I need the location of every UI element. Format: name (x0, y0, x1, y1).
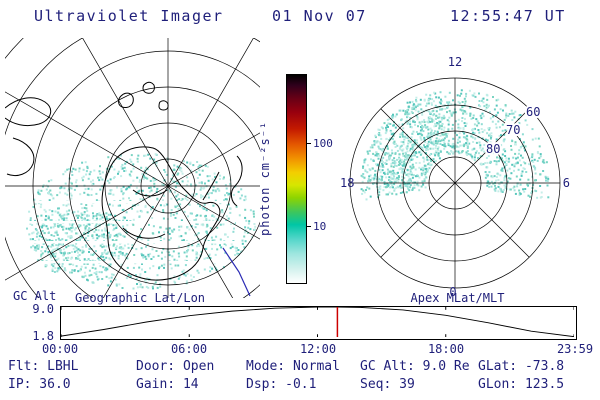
mlat-70-label: 70 (506, 123, 520, 137)
apex-plot-labels: 12 18 6 0 60 70 80 (340, 55, 570, 298)
meridians (5, 38, 260, 298)
status-seq: Seq: 39 (360, 377, 415, 392)
strip-ylabel: GC Alt (13, 289, 57, 303)
mlat-60-label: 60 (526, 105, 540, 119)
scan-gap-streaks (20, 201, 235, 264)
strip-xtick-4: 23:59 (556, 342, 594, 356)
strip-xtick-1: 06:00 (170, 342, 208, 356)
status-mode: Mode: Normal (246, 359, 340, 374)
header-date: 01 Nov 07 (272, 7, 367, 25)
geo-panel-label: Geographic Lat/Lon (74, 291, 206, 305)
colorbar (286, 74, 307, 284)
colorbar-tick-100: 100 (313, 137, 333, 150)
strip-ytick-top: 9.0 (32, 302, 54, 316)
colorbar-tick-10: 10 (313, 220, 327, 233)
apex-polar-plot: 12 18 6 0 60 70 80 (340, 55, 570, 298)
status-glat: GLat: -73.8 (478, 359, 565, 374)
orbit-track (222, 247, 251, 297)
app-title: Ultraviolet Imager (34, 7, 224, 25)
aurora-emission-layer (360, 89, 550, 201)
mlt-spokes (350, 78, 560, 288)
strip-ytick-bottom: 1.8 (32, 329, 54, 343)
coastlines (5, 81, 243, 281)
status-gain: Gain: 14 (136, 377, 199, 392)
gc-alt-strip-chart (60, 306, 577, 340)
strip-xtick-2: 12:00 (299, 342, 337, 356)
status-glon: GLon: 123.5 (478, 377, 565, 392)
geographic-map (5, 38, 260, 298)
status-flt: Flt: LBHL (8, 359, 79, 374)
status-gc-alt: GC Alt: 9.0 Re (360, 359, 470, 374)
mlt-6-label: 6 (563, 176, 570, 190)
mlt-12-label: 12 (448, 55, 462, 69)
mlat-80-label: 80 (486, 142, 500, 156)
strip-xtick-3: 18:00 (427, 342, 465, 356)
mlt-0-label: 0 (449, 285, 456, 298)
status-door: Door: Open (136, 359, 215, 374)
gc-alt-curve (61, 307, 574, 337)
apex-panel-label: Apex MLat/MLT (410, 291, 505, 305)
colorbar-tick-mark-10 (306, 226, 311, 227)
status-ip: IP: 36.0 (8, 377, 71, 392)
colorbar-tick-mark-100 (306, 143, 311, 144)
mlt-18-label: 18 (340, 176, 354, 190)
latitude-rings (5, 38, 260, 298)
strip-xtick-0: 00:00 (41, 342, 79, 356)
status-dsp: Dsp: -0.1 (246, 377, 317, 392)
colorbar-label: photon cm⁻²s⁻¹ (258, 120, 272, 236)
header-time: 12:55:47 UT (450, 7, 566, 25)
